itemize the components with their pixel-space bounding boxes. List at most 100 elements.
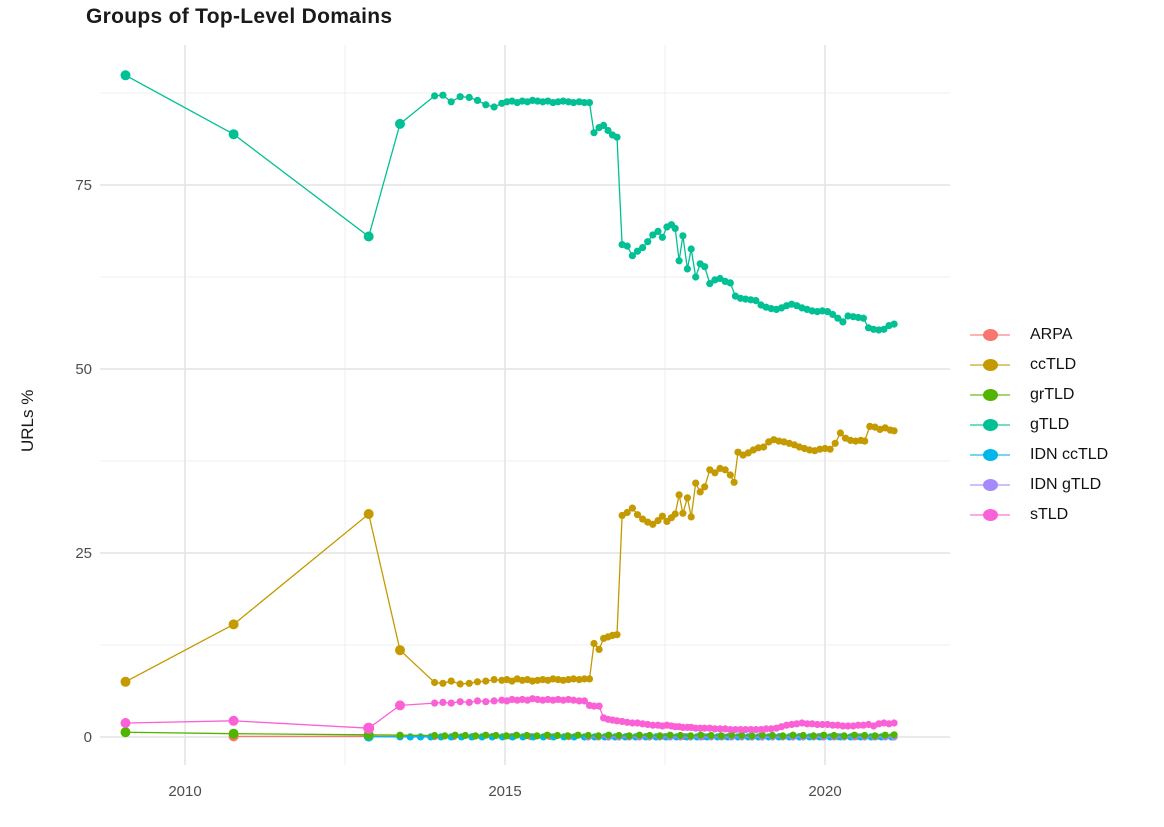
series-cctld-point — [726, 471, 734, 479]
series-cctld-point — [826, 445, 834, 453]
series-grtld — [120, 727, 898, 740]
series-grtld-point — [768, 731, 777, 740]
series-cctld-point — [228, 619, 239, 630]
legend-item-cctld: ccTLD — [968, 350, 1108, 380]
series-cctld-point — [890, 427, 898, 435]
series-gtld-point — [569, 99, 578, 107]
series-stld-point — [731, 726, 740, 734]
series-grtld-point — [594, 732, 603, 740]
series-gtld-point — [633, 247, 642, 255]
series-grtld-point — [584, 731, 592, 740]
series-cctld-point — [580, 675, 589, 683]
series-stld-point — [590, 702, 598, 710]
series-cctld-point — [861, 437, 869, 445]
series-grtld-point — [482, 731, 490, 739]
series-cctld-point — [490, 676, 498, 684]
legend-item-label: IDN gTLD — [1030, 476, 1102, 493]
series-cctld-point — [696, 488, 704, 496]
series-grtld-point — [461, 731, 469, 740]
series-gtld-point — [649, 231, 657, 239]
series-cctld-point — [721, 466, 729, 474]
series-stld-point — [363, 722, 375, 734]
legend-key-dot — [983, 479, 998, 491]
series-cctld-point — [658, 512, 667, 520]
series-gtld-point — [859, 314, 868, 322]
series-cctld-point — [633, 511, 642, 519]
legend-item-stld: sTLD — [968, 500, 1108, 530]
series-stld-point — [736, 726, 745, 734]
series-cctld-point — [431, 678, 439, 687]
x-tick-label: 2020 — [808, 783, 841, 800]
series-grtld-point — [228, 728, 239, 739]
series-idn-cctld-point — [416, 733, 425, 741]
series-gtld-point — [465, 93, 473, 101]
series-grtld-point — [492, 731, 500, 740]
series-grtld-point — [728, 731, 736, 739]
series-stld-point — [711, 725, 719, 733]
series-gtld-point — [482, 101, 490, 109]
series-gtld-line — [125, 74, 895, 331]
series-gtld-point — [447, 98, 455, 106]
series-gtld-point — [683, 265, 692, 273]
series-gtld-point — [890, 320, 898, 328]
series-cctld-point — [456, 680, 464, 688]
series-stld-point — [813, 720, 821, 729]
series-grtld-point — [533, 732, 541, 740]
series-gtld-point — [829, 310, 837, 319]
series-gtld-point — [671, 224, 679, 232]
series-cctld-point — [465, 679, 473, 687]
series-cctld-point — [649, 520, 657, 528]
series-stld-point — [395, 700, 405, 711]
series-cctld-point — [836, 429, 845, 437]
series-gtld-point — [687, 245, 695, 253]
series-gtld-point — [120, 70, 131, 81]
series-stld-point — [490, 697, 498, 705]
series-stld-point — [439, 698, 447, 707]
series-gtld-point — [439, 91, 447, 99]
series-stld-point — [762, 725, 770, 733]
series-gtld-point — [585, 99, 594, 107]
series-grtld-point — [564, 732, 572, 740]
series-stld-point — [829, 721, 837, 729]
legend-item-arpa: ARPA — [968, 320, 1108, 350]
series-cctld-point — [439, 679, 447, 687]
legend-key-line-dot-icon — [968, 476, 1012, 494]
series-stld-point — [473, 697, 482, 705]
series-stld-point — [818, 720, 827, 729]
legend-key-line-dot-icon — [968, 446, 1012, 464]
legend-item-label: gTLD — [1030, 416, 1070, 433]
series-gtld-point — [644, 238, 652, 246]
series-cctld — [120, 422, 898, 688]
series-grtld-point — [779, 732, 787, 740]
series-grtld-point — [615, 731, 623, 740]
series-gtld-point — [880, 325, 888, 333]
series-grtld-point — [635, 731, 644, 739]
axis-tick-labels: 0 25 50 75 2010 2015 2020 — [75, 177, 841, 800]
series-stld-point — [482, 698, 490, 706]
series-idn-cctld-point — [406, 733, 414, 741]
series-grtld-point — [431, 731, 439, 740]
series-grtld-point — [396, 731, 404, 739]
series-grtld-point — [553, 731, 562, 740]
legend-key-line-dot-icon — [968, 326, 1012, 344]
series-grtld-point — [809, 732, 818, 740]
series-cctld-point — [654, 517, 662, 525]
series-grtld-point — [687, 732, 695, 740]
series-gtld-point — [431, 92, 439, 100]
series-cctld-point — [730, 478, 738, 486]
series-stld-point — [747, 726, 755, 734]
series-cctld-point — [120, 676, 131, 687]
series-cctld-point — [675, 491, 683, 499]
series-stld-point — [839, 722, 847, 730]
series-cctld-point — [683, 494, 692, 502]
x-tick-label: 2010 — [168, 783, 201, 800]
y-tick-label: 25 — [75, 545, 92, 562]
series-grtld-point — [871, 732, 879, 740]
series-cctld-point — [692, 479, 700, 487]
series-cctld-point — [473, 678, 482, 686]
legend-key-line-dot-icon — [968, 386, 1012, 404]
series-gtld-point — [623, 242, 631, 250]
series-gtld-point — [834, 314, 842, 322]
series-gtld-point — [473, 96, 482, 104]
legend-key-dot — [983, 359, 998, 371]
